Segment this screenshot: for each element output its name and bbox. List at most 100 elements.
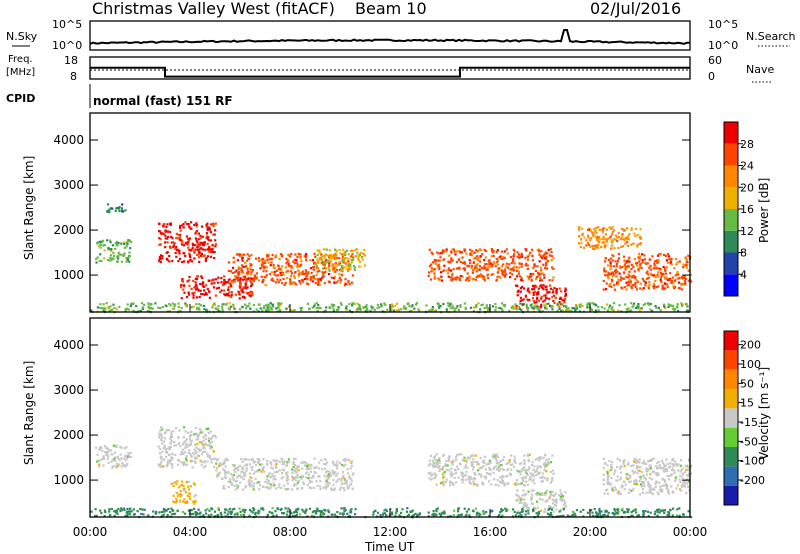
range-cell-5 [522, 506, 525, 509]
range-cell-2 [212, 233, 215, 236]
range-cell-10 [536, 305, 539, 308]
range-cell-0 [122, 463, 125, 466]
range-cell-10 [544, 304, 547, 307]
range-cell-6 [662, 467, 665, 470]
range-cell-7 [208, 509, 211, 512]
range-cell-10 [439, 305, 442, 308]
range-cell-10 [373, 308, 376, 312]
range-cell-7 [659, 509, 663, 512]
range-cell-0 [116, 255, 119, 258]
range-cell-6 [647, 469, 650, 472]
range-cell-4 [433, 465, 436, 468]
freq-tick-high: 18 [64, 54, 78, 67]
range-cell-4 [508, 460, 511, 464]
range-cell-6 [643, 462, 646, 465]
range-cell-3 [259, 484, 262, 487]
range-tick-label: 2000 [53, 223, 84, 237]
range-cell-3 [274, 478, 277, 481]
range-cell-4 [523, 476, 526, 479]
range-cell-5 [524, 502, 527, 505]
range-cell-6 [681, 467, 684, 470]
range-cell-9 [670, 263, 673, 266]
range-cell-2 [174, 481, 177, 484]
range-cell-6 [661, 466, 664, 470]
range-cell-7 [474, 507, 477, 510]
range-cell-3 [293, 484, 296, 487]
range-cell-3 [234, 467, 237, 470]
range-cell-9 [661, 284, 664, 287]
range-cell-6 [453, 250, 456, 253]
range-cell-1 [206, 460, 209, 463]
range-cell-8 [595, 244, 599, 247]
range-cell-6 [526, 267, 529, 271]
range-cell-4 [457, 476, 460, 479]
range-cell-3 [330, 488, 333, 491]
range-cell-8 [613, 237, 616, 241]
range-cell-6 [483, 277, 486, 280]
range-cell-9 [643, 258, 647, 261]
range-cell-2 [180, 493, 183, 496]
range-cell-4 [509, 473, 513, 477]
range-cell-6 [641, 487, 644, 490]
range-cell-5 [363, 264, 367, 267]
range-cell-7 [230, 511, 233, 514]
range-cell-1 [172, 440, 175, 444]
range-cell-3 [248, 484, 251, 487]
range-cell-4 [428, 459, 431, 462]
range-cell-2 [188, 237, 191, 240]
cpid-label: CPID [6, 92, 35, 105]
range-cell-10 [199, 304, 202, 307]
range-cell-6 [539, 266, 543, 269]
range-cell-4 [281, 272, 284, 276]
range-cell-10 [218, 310, 221, 313]
range-cell-4 [526, 469, 529, 472]
range-cell-2 [187, 238, 190, 241]
range-cell-2 [188, 259, 191, 262]
range-cell-4 [528, 467, 531, 470]
range-cell-3 [324, 485, 327, 488]
range-cell-7 [542, 300, 545, 303]
range-cell-3 [243, 296, 246, 299]
range-cell-7 [103, 509, 106, 512]
range-cell-6 [505, 248, 508, 251]
range-cell-9 [602, 279, 605, 283]
range-cell-5 [541, 493, 544, 496]
range-cell-7 [560, 290, 563, 293]
range-cell-3 [349, 477, 352, 480]
range-cell-7 [129, 510, 132, 513]
range-cell-7 [439, 514, 443, 517]
range-cell-9 [678, 260, 681, 263]
range-cell-9 [684, 257, 687, 260]
range-cell-9 [618, 265, 621, 268]
range-cell-6 [635, 458, 638, 461]
range-cell-3 [223, 281, 226, 284]
range-cell-4 [288, 264, 291, 267]
range-cell-8 [626, 241, 629, 244]
range-cell-4 [461, 476, 465, 479]
range-cell-3 [342, 471, 345, 474]
range-cell-9 [617, 252, 620, 255]
range-cell-4 [321, 276, 324, 279]
range-cell-10 [663, 303, 666, 306]
range-cell-8 [609, 236, 612, 239]
range-cell-4 [332, 268, 335, 271]
range-cell-10 [180, 307, 183, 310]
range-cell-9 [639, 287, 642, 290]
range-cell-0 [109, 259, 112, 262]
range-cell-6 [428, 265, 432, 268]
range-cell-2 [175, 491, 178, 494]
range-cell-10 [667, 303, 670, 306]
range-cell-3 [258, 463, 261, 466]
range-cell-1 [196, 454, 199, 457]
range-cell-6 [663, 480, 666, 483]
range-cell-7 [548, 291, 551, 294]
range-cell-8 [603, 241, 606, 244]
range-cell-3 [230, 294, 233, 297]
range-cell-3 [204, 292, 207, 295]
range-cell-4 [249, 268, 252, 271]
range-cell-8 [591, 244, 594, 247]
range-cell-7 [499, 511, 502, 514]
range-cell-3 [257, 481, 260, 484]
range-cell-1 [122, 210, 125, 213]
range-cell-3 [242, 488, 245, 491]
